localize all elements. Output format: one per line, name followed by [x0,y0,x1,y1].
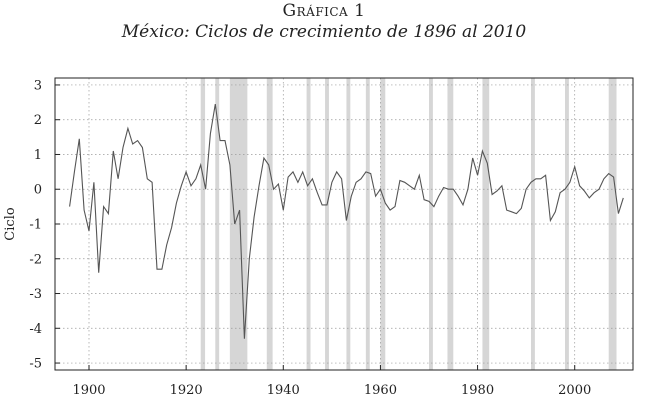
x-tick-label: 2000 [558,383,591,398]
recession-band-14 [608,78,617,370]
x-tick-label: 1980 [461,383,494,398]
x-tick-label: 1960 [364,383,397,398]
y-axis-tick-labels: 3 2 1 0 -1 -2 -3 -4 -5 [29,78,42,371]
x-tick-label: 1900 [72,383,105,398]
recession-band-4 [306,78,311,370]
y-tick-label: -1 [29,218,42,233]
recession-band-8 [380,78,386,370]
recession-band-1 [215,78,220,370]
y-tick-label: 1 [34,148,42,163]
y-tick-label: -4 [29,322,42,337]
recession-band-9 [429,78,433,370]
series-line [69,104,624,339]
x-axis-tick-labels: 1900 1920 1940 1960 1980 2000 [72,383,591,398]
y-tick-label: 3 [34,78,42,93]
chart-subtitle: México: Ciclos de crecimiento de 1896 al… [121,22,527,42]
axis-ticks [55,84,576,370]
chart-title: Gráfica 1 [282,1,366,21]
x-tick-label: 1940 [267,383,300,398]
recession-band-0 [200,78,206,370]
y-tick-label: -5 [29,357,42,372]
x-tick-label: 1920 [170,383,203,398]
y-axis-label: Ciclo [3,207,18,241]
grid-lines [55,78,633,370]
y-tick-label: 0 [34,183,42,198]
recession-band-11 [482,78,490,370]
recession-band-13 [565,78,569,370]
y-tick-label: -2 [29,252,42,267]
recession-band-10 [447,78,454,370]
recession-band-12 [531,78,535,370]
recession-band-3 [266,78,273,370]
y-tick-label: -3 [29,287,42,302]
y-tick-label: 2 [34,113,42,128]
